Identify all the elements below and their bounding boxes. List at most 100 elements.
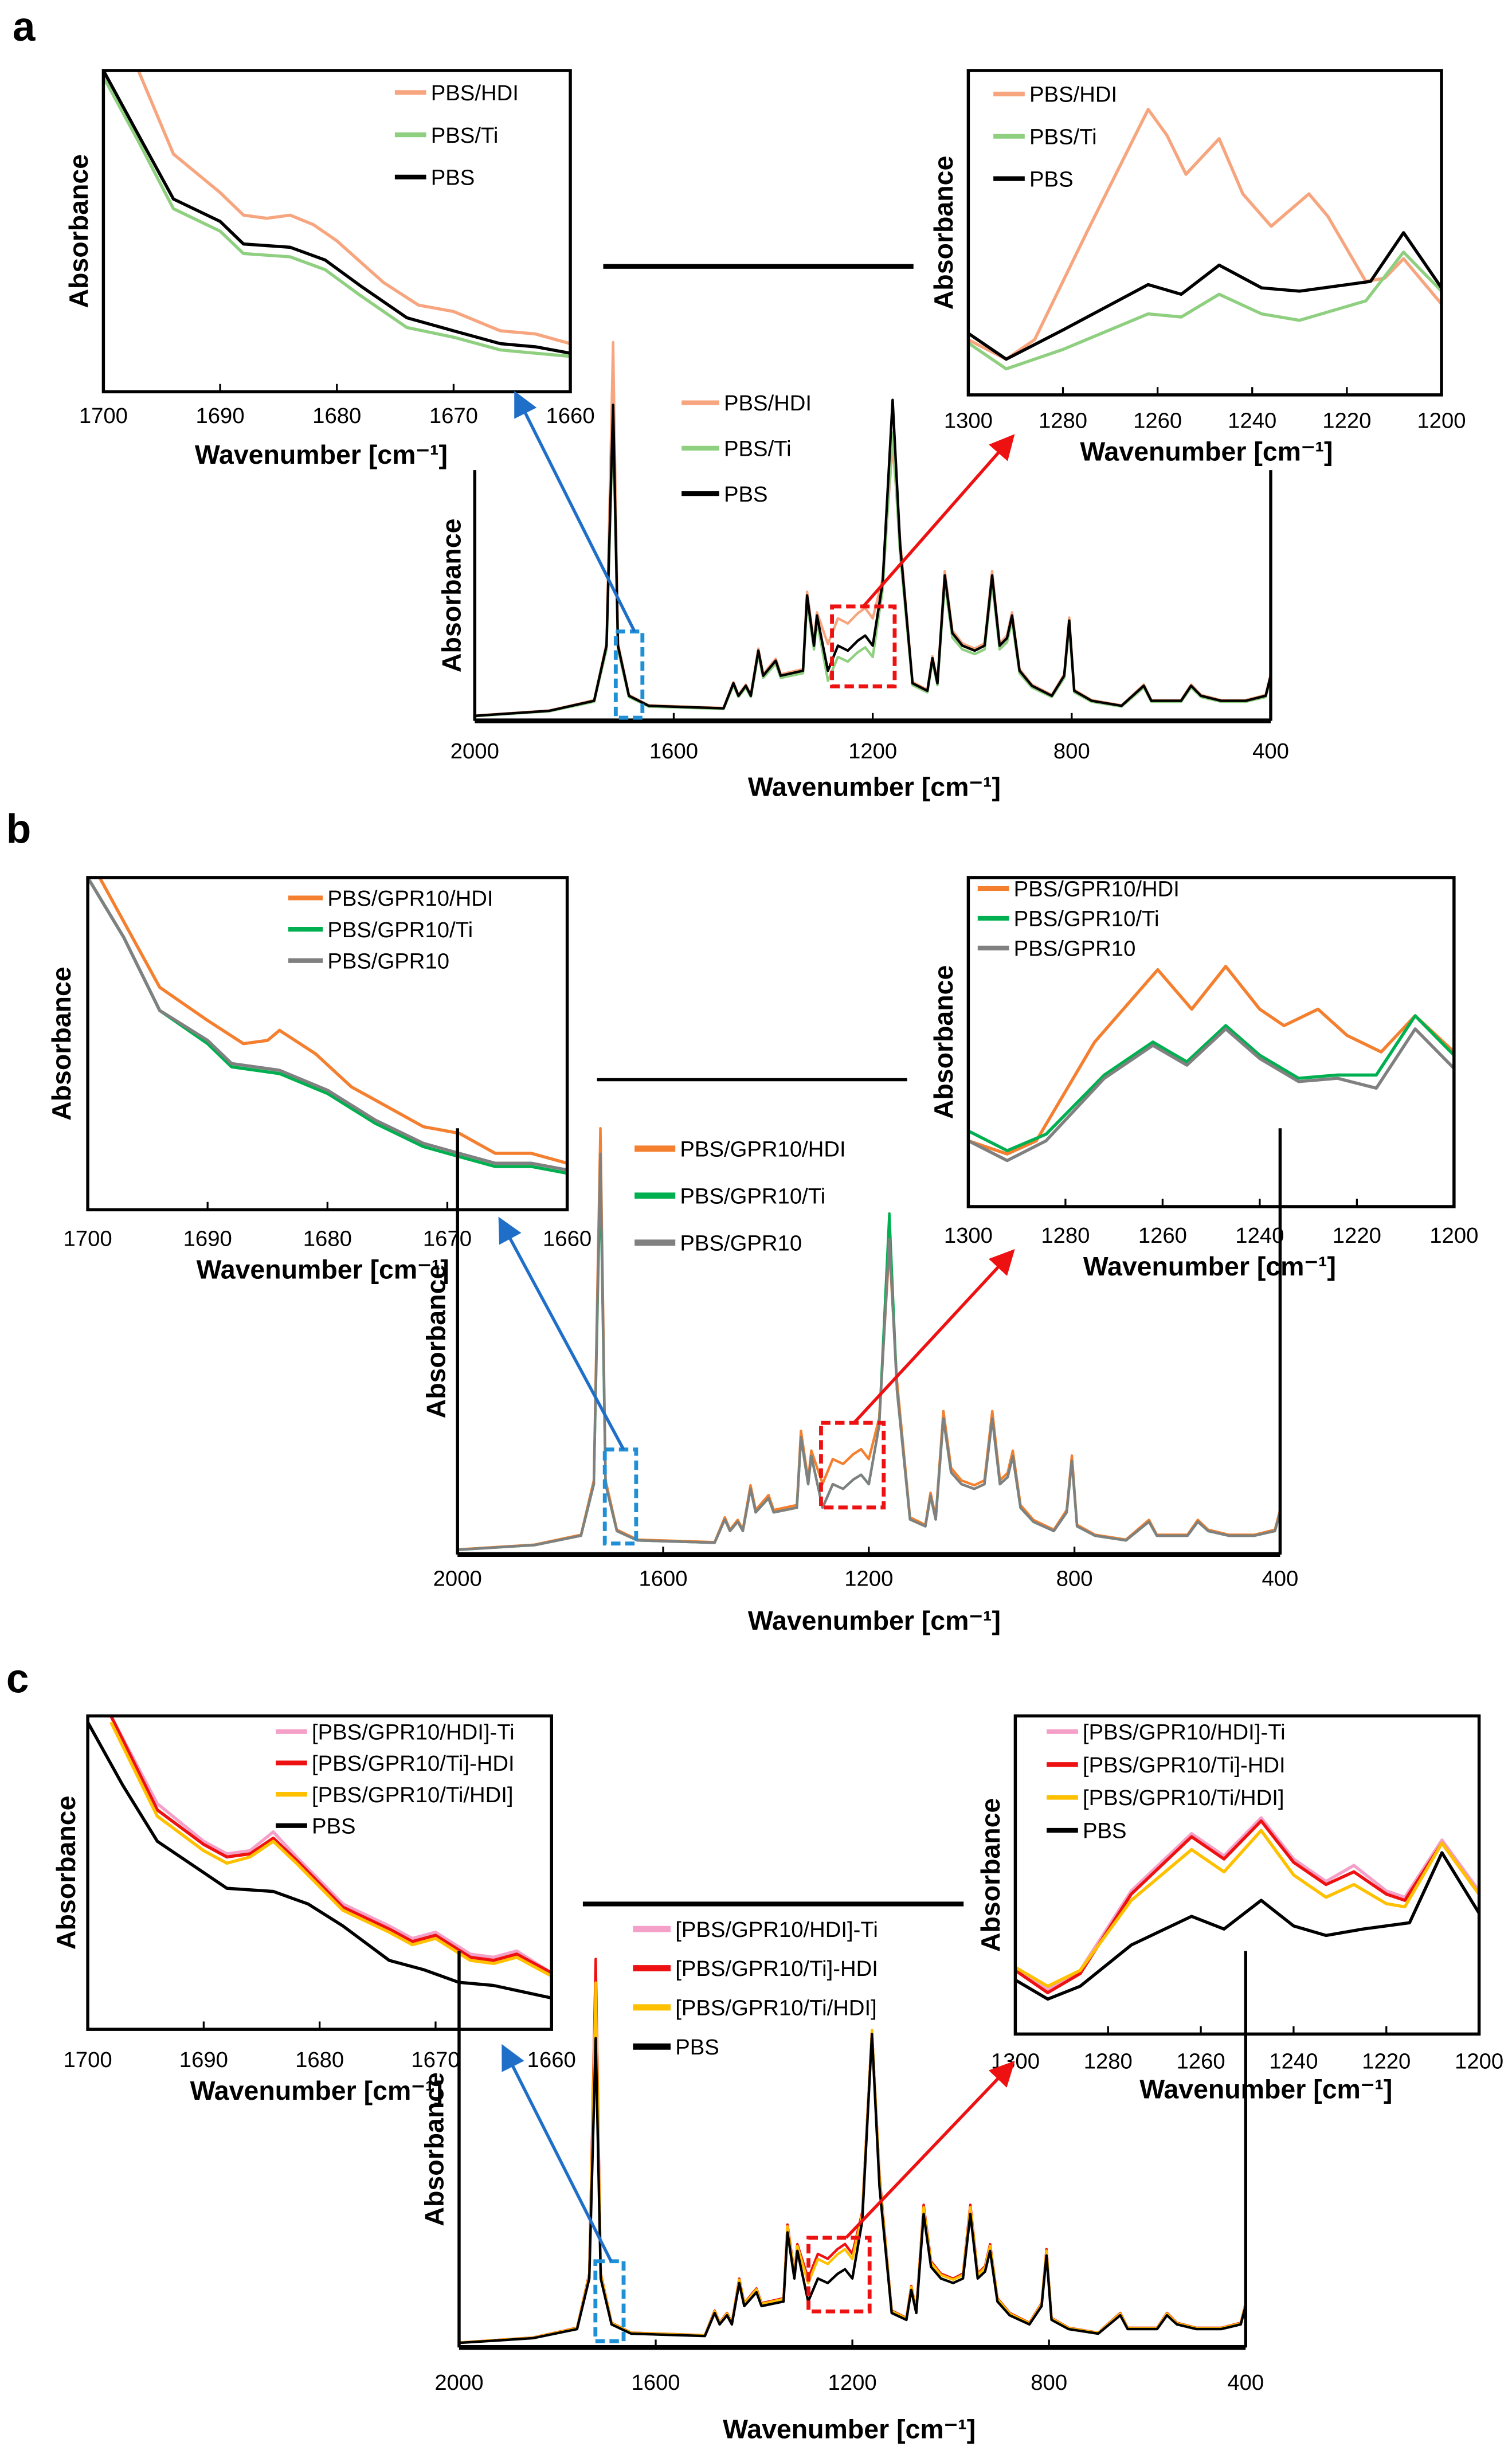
- legend-label: PBS/Ti: [724, 437, 792, 461]
- x-tick-label: 2000: [434, 2370, 483, 2395]
- legend-label: [PBS/GPR10/HDI]-Ti: [675, 1917, 878, 1942]
- x-tick-label: 1240: [1228, 408, 1276, 433]
- x-tick-label: 400: [1227, 2370, 1264, 2395]
- x-tick-label: 1200: [828, 2370, 877, 2395]
- x-tick-label: 1660: [543, 1226, 592, 1251]
- y-axis-title: Absorbance: [51, 1796, 81, 1950]
- x-tick-label: 1660: [546, 404, 594, 428]
- zoom-region-amide: [806, 2236, 872, 2314]
- x-tick-label: 1700: [64, 1226, 112, 1251]
- legend-label: PBS/HDI: [724, 391, 812, 416]
- x-tick-label: 1680: [295, 2048, 344, 2072]
- x-tick-label: 1300: [944, 1223, 993, 1248]
- x-tick-label: 1200: [1417, 408, 1466, 433]
- zoom-arrow-blue: [502, 2044, 613, 2262]
- legend-label: PBS/GPR10/HDI: [327, 886, 493, 911]
- legend-label: PBS/GPR10/HDI: [1014, 877, 1180, 902]
- x-tick-label: 1670: [411, 2048, 460, 2072]
- chart-b-inset-amide: 1300 1280 1260 1240 1220 1200 Wavenumber [cm⁻¹…: [929, 876, 1478, 1281]
- x-tick-label: 1260: [1133, 408, 1182, 433]
- series-line-pbs-hdi: [475, 340, 1272, 717]
- x-tick-label: 1690: [196, 404, 245, 428]
- legend: PBS/GPR10/HDI PBS/GPR10/Ti PBS/GPR10: [634, 1137, 846, 1256]
- legend-label: PBS/Ti: [431, 123, 499, 148]
- zoom-region-carbonyl: [602, 1447, 639, 1546]
- series-line-pbs-gpr10-hdi: [968, 965, 1454, 1156]
- chart-b-main-spectrum: 2000 1600 1200 800 400 Wavenumber [cm⁻¹] Absor…: [421, 1127, 1298, 1635]
- series-line-pbs-gpr10-ti: [968, 1014, 1454, 1153]
- legend-label: [PBS/GPR10/Ti]-HDI: [675, 1956, 878, 1981]
- series-line-pbs-gpr10-ti-hdi: [1015, 1829, 1479, 1988]
- legend: [PBS/GPR10/HDI]-Ti [PBS/GPR10/Ti]-HDI [PBS…: [633, 1917, 878, 2060]
- x-axis-title: Wavenumber [cm⁻¹]: [197, 1255, 449, 1285]
- x-tick-label: 1220: [1322, 408, 1371, 433]
- legend-label: PBS/GPR10: [680, 1231, 802, 1256]
- zoom-arrow-blue: [514, 390, 636, 632]
- series-line-pbs: [475, 398, 1272, 717]
- legend: PBS/HDI PBS/Ti PBS: [993, 83, 1117, 191]
- zoom-region-amide: [819, 1420, 886, 1510]
- y-axis-title: Absorbance: [929, 156, 958, 310]
- panel-label-c: c: [6, 1656, 29, 1701]
- x-tick-label: 1600: [649, 739, 698, 764]
- x-tick-label: 1220: [1362, 2049, 1411, 2074]
- legend-label: [PBS/GPR10/Ti/HDI]: [1083, 1786, 1284, 1810]
- x-axis-title: Wavenumber [cm⁻¹]: [190, 2076, 443, 2105]
- x-tick-label: 1200: [848, 739, 897, 764]
- x-tick-label: 1300: [944, 408, 993, 433]
- x-axis-title: Wavenumber [cm⁻¹]: [1139, 2074, 1392, 2104]
- y-axis-title: Absorbance: [420, 2072, 449, 2226]
- zoom-arrow-blue: [498, 1216, 625, 1450]
- series-line-pbs-gpr10-hdi: [98, 877, 567, 1165]
- x-tick-label: 800: [1031, 2370, 1067, 2395]
- legend-label: PBS/GPR10/Ti: [1014, 907, 1160, 931]
- legend-label: [PBS/GPR10/HDI]-Ti: [1083, 1720, 1286, 1744]
- x-tick-label: 1260: [1138, 1223, 1187, 1248]
- chart-c-main-spectrum: 2000 1600 1200 800 400 Wavenumber [cm⁻¹] Absor…: [420, 1917, 1264, 2444]
- x-tick-label: 1240: [1235, 1223, 1284, 1248]
- x-tick-label: 1600: [639, 1567, 687, 1591]
- x-tick-label: 1670: [429, 404, 478, 428]
- series-line-pbs-gpr10: [88, 877, 567, 1172]
- legend-label: PBS: [1083, 1819, 1127, 1844]
- legend: PBS/GPR10/HDI PBS/GPR10/Ti PBS/GPR10: [288, 886, 493, 973]
- zoom-arrow-red: [852, 1248, 1015, 1424]
- legend-label: PBS: [675, 2035, 719, 2060]
- legend-label: PBS/Ti: [1029, 125, 1097, 150]
- x-tick-label: 1300: [991, 2049, 1040, 2074]
- legend-label: PBS/GPR10/Ti: [327, 918, 473, 942]
- x-axis-title: Wavenumber [cm⁻¹]: [748, 1606, 1001, 1635]
- legend: [PBS/GPR10/HDI]-Ti [PBS/GPR10/Ti]-HDI [PBS…: [1047, 1720, 1286, 1844]
- x-tick-label: 400: [1252, 739, 1289, 764]
- series-line-pbs-hdi: [968, 108, 1442, 361]
- y-axis-title: Absorbance: [437, 519, 467, 673]
- legend-label: PBS/HDI: [431, 81, 519, 105]
- legend-label: PBS/GPR10: [327, 949, 449, 973]
- x-tick-label: 1690: [183, 1226, 232, 1251]
- chart-a-inset-amide: 1300 1280 1260 1240 1220 1200 Wavenumber [cm⁻¹…: [929, 69, 1466, 467]
- series-line-pbs-ti: [968, 251, 1442, 371]
- series-line-pbs-gpr10-ti-hdi: [459, 1981, 1247, 2344]
- panel-label-a: a: [13, 5, 36, 50]
- legend-label: PBS/GPR10/Ti: [680, 1184, 825, 1208]
- y-axis-title: Absorbance: [421, 1265, 451, 1419]
- legend-label: PBS/HDI: [1029, 83, 1117, 107]
- x-tick-label: 2000: [451, 739, 499, 764]
- zoom-region-carbonyl: [613, 629, 645, 720]
- legend-label: [PBS/GPR10/HDI]-Ti: [312, 1720, 515, 1744]
- x-axis-title: Wavenumber [cm⁻¹]: [723, 2414, 976, 2444]
- x-tick-label: 400: [1262, 1567, 1298, 1591]
- chart-a-inset-carbonyl: 1700 1690 1680 1670 1660 Wavenumber [cm⁻¹] Abs…: [64, 69, 595, 469]
- x-axis-title: Wavenumber [cm⁻¹]: [1080, 437, 1333, 467]
- legend-label: PBS/GPR10/HDI: [680, 1137, 845, 1161]
- series-line-pbs-ti: [103, 76, 571, 358]
- x-tick-label: 1690: [179, 2048, 228, 2072]
- x-tick-label: 1260: [1177, 2049, 1225, 2074]
- x-tick-label: 1670: [423, 1226, 472, 1251]
- panel-label-b: b: [6, 807, 31, 852]
- legend: PBS/HDI PBS/Ti PBS: [681, 391, 812, 507]
- x-tick-label: 800: [1053, 739, 1090, 764]
- series-line-pbs-gpr10-ti-hdi: [109, 1716, 552, 1975]
- zoom-arrow-red: [845, 2061, 1015, 2239]
